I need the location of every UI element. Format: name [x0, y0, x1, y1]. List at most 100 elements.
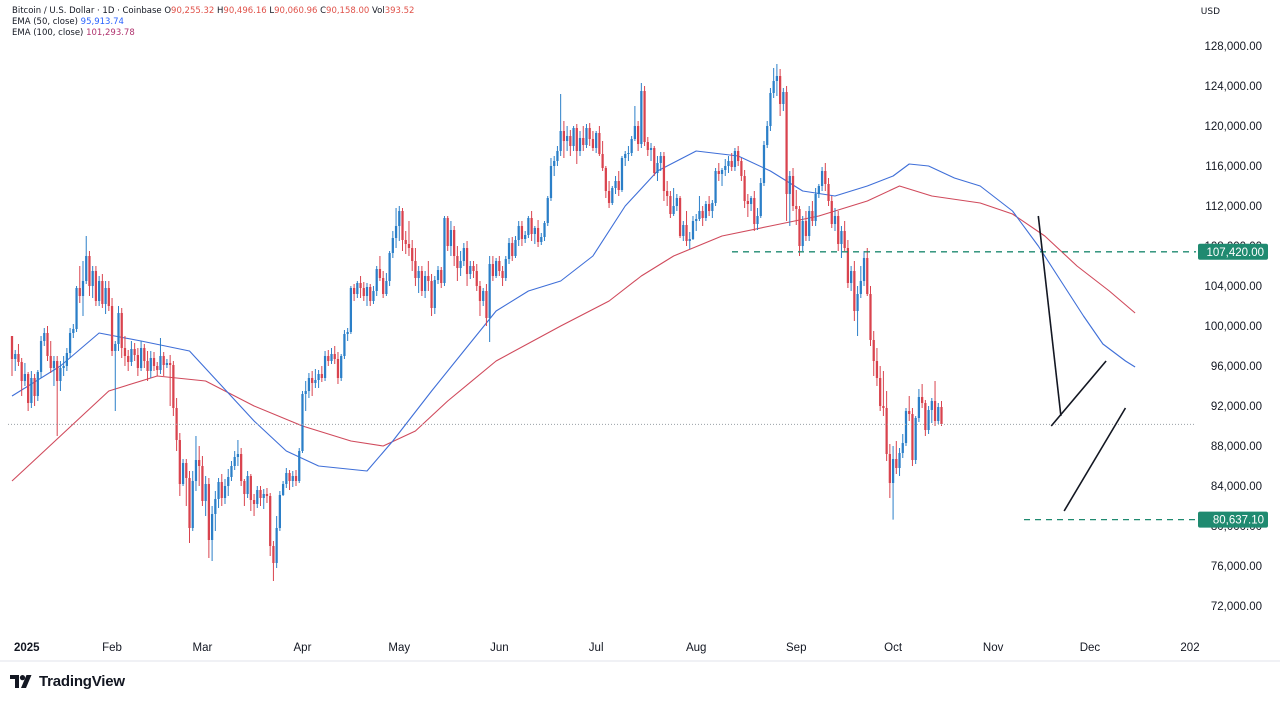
- candle[interactable]: [875, 348, 879, 386]
- candle[interactable]: [572, 126, 575, 151]
- candle[interactable]: [346, 328, 349, 341]
- candle[interactable]: [553, 156, 556, 176]
- candle[interactable]: [488, 256, 491, 342]
- candle[interactable]: [278, 491, 281, 531]
- candle[interactable]: [188, 471, 191, 543]
- candle[interactable]: [227, 469, 230, 496]
- candle[interactable]: [527, 216, 530, 238]
- candle[interactable]: [811, 201, 814, 226]
- candle[interactable]: [478, 281, 482, 316]
- candle[interactable]: [501, 266, 504, 286]
- candle[interactable]: [417, 266, 420, 293]
- candle[interactable]: [846, 240, 850, 288]
- ema100-line[interactable]: [11, 185, 1136, 482]
- candle[interactable]: [382, 271, 385, 298]
- candle[interactable]: [611, 186, 614, 205]
- candle[interactable]: [682, 221, 685, 241]
- candle[interactable]: [17, 344, 20, 366]
- candle[interactable]: [672, 188, 675, 216]
- candle[interactable]: [46, 326, 49, 361]
- candle[interactable]: [933, 381, 937, 426]
- candle[interactable]: [240, 448, 243, 486]
- candle[interactable]: [820, 167, 824, 191]
- candle[interactable]: [356, 281, 359, 298]
- candle[interactable]: [39, 336, 43, 378]
- candle[interactable]: [217, 478, 220, 508]
- candle[interactable]: [414, 248, 417, 286]
- candle[interactable]: [446, 216, 449, 251]
- drop-line-trendline[interactable]: [1037, 215, 1062, 417]
- candle[interactable]: [462, 243, 465, 266]
- candle[interactable]: [304, 381, 307, 411]
- candle[interactable]: [737, 146, 740, 166]
- candle[interactable]: [30, 371, 33, 408]
- candle[interactable]: [840, 226, 843, 258]
- candle[interactable]: [872, 331, 875, 376]
- candle[interactable]: [340, 354, 343, 381]
- candle[interactable]: [559, 94, 562, 156]
- candle[interactable]: [127, 350, 130, 371]
- candle[interactable]: [449, 221, 453, 256]
- candle[interactable]: [540, 233, 543, 245]
- candle[interactable]: [456, 246, 459, 281]
- candle[interactable]: [436, 266, 440, 284]
- candle[interactable]: [711, 200, 714, 218]
- candle[interactable]: [317, 370, 320, 388]
- candle[interactable]: [327, 350, 330, 366]
- resistance-price-tag[interactable]: 107,420.00: [1198, 243, 1268, 260]
- candle[interactable]: [730, 153, 733, 171]
- candle[interactable]: [114, 341, 117, 411]
- candle[interactable]: [862, 251, 866, 286]
- candle[interactable]: [336, 352, 340, 384]
- candle[interactable]: [152, 352, 156, 371]
- candle[interactable]: [440, 267, 443, 288]
- candle[interactable]: [107, 281, 110, 311]
- candle[interactable]: [898, 448, 901, 476]
- candle[interactable]: [411, 240, 414, 271]
- candle[interactable]: [514, 236, 517, 258]
- candle[interactable]: [91, 266, 94, 298]
- candle[interactable]: [675, 194, 678, 211]
- candle[interactable]: [265, 488, 269, 503]
- candle[interactable]: [165, 359, 169, 368]
- candle[interactable]: [849, 266, 853, 291]
- candle[interactable]: [504, 256, 507, 281]
- candle[interactable]: [198, 446, 201, 486]
- x-axis[interactable]: 2025 Feb Mar Apr May Jun Jul Aug Sep Oct Nov Dec 202: [14, 642, 1200, 654]
- candle[interactable]: [688, 232, 691, 249]
- candle[interactable]: [775, 64, 779, 96]
- candle[interactable]: [262, 489, 265, 509]
- candle[interactable]: [59, 361, 62, 391]
- candle[interactable]: [753, 191, 756, 231]
- candle[interactable]: [659, 152, 662, 171]
- candle[interactable]: [181, 459, 185, 486]
- candle[interactable]: [798, 206, 801, 256]
- candle[interactable]: [924, 400, 927, 436]
- candle[interactable]: [43, 328, 46, 346]
- candle[interactable]: [81, 261, 85, 316]
- candle[interactable]: [349, 286, 353, 334]
- legend-ema100-row[interactable]: EMA (100, close) 101,293.78: [12, 28, 414, 39]
- candle[interactable]: [498, 256, 501, 276]
- candle[interactable]: [453, 226, 456, 266]
- candle[interactable]: [33, 374, 36, 406]
- candle[interactable]: [617, 171, 620, 196]
- candle[interactable]: [895, 441, 898, 474]
- candle[interactable]: [27, 372, 30, 411]
- candle[interactable]: [139, 341, 143, 371]
- candle[interactable]: [420, 266, 424, 296]
- candle[interactable]: [465, 241, 469, 286]
- candle[interactable]: [169, 355, 172, 406]
- candle[interactable]: [469, 261, 472, 279]
- candle[interactable]: [156, 362, 159, 376]
- candle[interactable]: [904, 408, 908, 446]
- candle[interactable]: [269, 493, 272, 556]
- candle[interactable]: [517, 221, 520, 246]
- candle[interactable]: [394, 208, 398, 248]
- symbol-title[interactable]: Bitcoin / U.S. Dollar · 1D · Coinbase: [12, 6, 162, 16]
- candle[interactable]: [678, 196, 682, 238]
- candle[interactable]: [494, 258, 498, 278]
- candle[interactable]: [824, 163, 827, 191]
- candle[interactable]: [78, 266, 81, 303]
